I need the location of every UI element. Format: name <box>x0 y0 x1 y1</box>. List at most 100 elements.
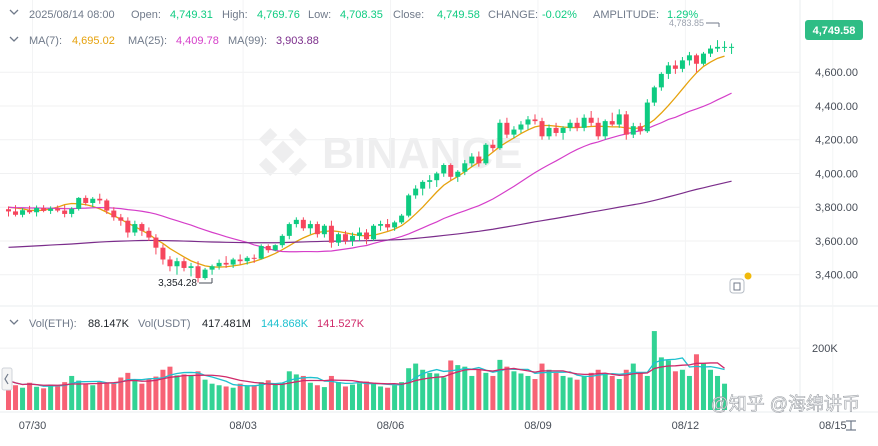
volume-bar <box>188 375 194 410</box>
time-tick-label: 08/09 <box>524 420 552 432</box>
notes-icon[interactable] <box>729 272 752 294</box>
volume-bar <box>13 385 19 410</box>
candle <box>476 151 482 167</box>
volume-bar <box>679 369 685 410</box>
volume-bar <box>665 360 671 410</box>
binance-watermark: BINANCE <box>258 127 522 178</box>
volume-bar <box>427 372 433 410</box>
time-tick-label: 07/30 <box>19 420 47 432</box>
candle <box>258 244 264 260</box>
volume-bar <box>532 379 538 410</box>
candle <box>588 111 594 127</box>
volume-bar <box>630 363 636 410</box>
volume-bar <box>76 380 82 410</box>
ma99-line <box>8 180 732 248</box>
candle-body <box>357 232 362 236</box>
candle <box>41 205 47 213</box>
candle-body <box>427 180 433 182</box>
candle <box>574 117 580 132</box>
candle-body <box>462 163 468 172</box>
candle <box>729 43 735 54</box>
volume-bar <box>490 375 496 410</box>
axes: 3,400.00 3,600.00 3,800.00 4,000.00 4,200.00… <box>19 67 858 432</box>
candle <box>139 222 145 236</box>
volume-bar <box>209 383 215 410</box>
candle <box>441 163 447 177</box>
volume-bar <box>237 383 243 410</box>
volume-bar <box>672 371 678 410</box>
volume-bar <box>623 369 629 410</box>
candle <box>399 213 405 225</box>
candle <box>567 119 573 132</box>
volume-bar <box>378 386 384 410</box>
high-marker: 4,783.85 <box>669 18 720 28</box>
volume-bar <box>342 386 348 410</box>
candle <box>286 222 292 240</box>
volume-bar <box>104 382 110 410</box>
candle-body <box>483 144 489 164</box>
candle-body <box>307 224 313 229</box>
candle-body <box>244 257 250 262</box>
candle <box>104 198 110 214</box>
volume-bar <box>546 369 552 410</box>
scroll-left-icon[interactable] <box>1 367 13 391</box>
volume-bar <box>644 375 650 410</box>
candle-body <box>188 266 194 268</box>
volume-bar <box>462 366 468 410</box>
candle <box>686 51 692 66</box>
ma7-label: MA(7): <box>29 35 62 47</box>
volume-bar <box>448 360 454 410</box>
candle <box>97 193 103 204</box>
volume-bar <box>357 383 362 410</box>
settings-icon[interactable] <box>846 420 856 431</box>
candle <box>167 256 173 272</box>
candle <box>6 206 11 217</box>
corner-watermark: @知乎 @海绵讲币 <box>710 394 860 414</box>
candle <box>90 197 96 208</box>
volume-bar <box>6 380 11 410</box>
change-label: CHANGE: <box>488 9 538 21</box>
candle-body <box>574 122 580 128</box>
candle-body <box>76 197 82 209</box>
volume-bar <box>511 371 517 410</box>
collapse-icon[interactable] <box>9 319 19 325</box>
candle <box>665 62 671 79</box>
candle-body <box>392 222 398 228</box>
collapse-icon[interactable] <box>9 36 19 42</box>
candle-body <box>644 102 650 132</box>
candle <box>518 121 524 133</box>
amplitude-value: 1.29% <box>667 9 698 21</box>
volume-bar <box>55 385 61 410</box>
candle <box>539 117 545 140</box>
volume-bar <box>441 377 447 410</box>
candle-body <box>371 225 377 240</box>
candle <box>448 163 454 181</box>
candle-body <box>83 197 89 203</box>
candle-body <box>286 224 292 236</box>
time-tick-label: 08/06 <box>377 420 405 432</box>
candle-body <box>55 208 61 211</box>
candle <box>174 257 180 275</box>
candle-body <box>265 246 271 251</box>
volume-bar <box>272 384 278 410</box>
candle-body <box>560 127 566 133</box>
candle-body <box>567 122 573 128</box>
price-tick-label: 3,600.00 <box>815 236 858 248</box>
volume-bar <box>83 383 89 410</box>
candle <box>427 175 433 189</box>
volume-bar <box>581 375 587 410</box>
candle-body <box>216 262 222 267</box>
collapse-icon[interactable] <box>9 9 19 15</box>
volume-bar <box>293 374 299 410</box>
candle-body <box>153 237 159 248</box>
candle <box>637 122 643 135</box>
volume-bar <box>722 383 728 410</box>
volume-bar <box>167 366 173 410</box>
candle-body <box>420 181 426 189</box>
ohlc-header: 2025/08/14 08:00 Open: 4,749.31 High: 4,… <box>9 9 698 21</box>
candle-body <box>497 122 503 149</box>
time-tick-label: 08/03 <box>229 420 257 432</box>
candle-body <box>104 200 110 211</box>
volume-bar <box>174 375 180 410</box>
